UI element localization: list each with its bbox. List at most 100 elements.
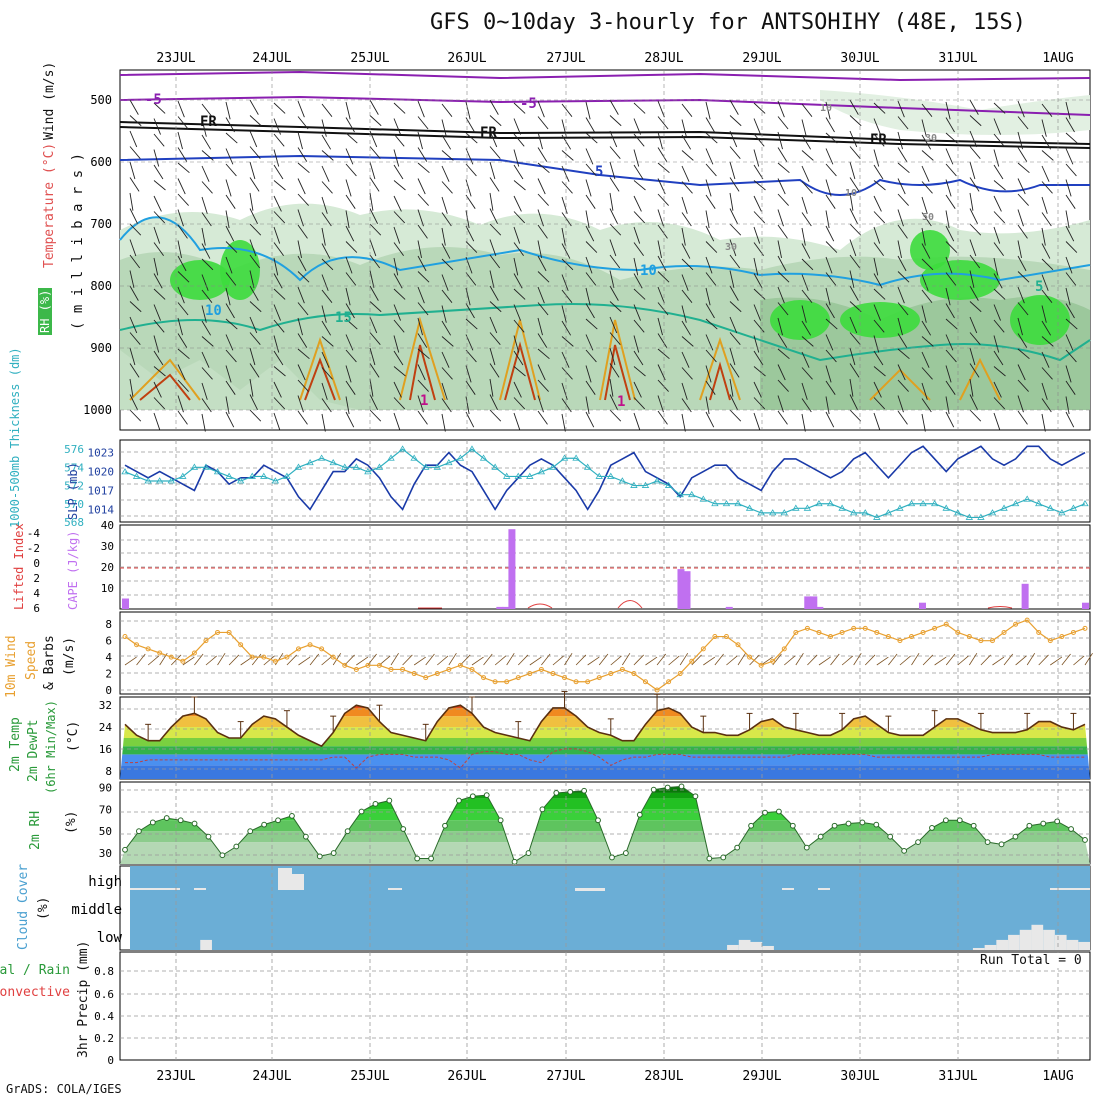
wind-barb — [321, 305, 327, 323]
wind10-barb — [471, 656, 484, 666]
rh-point — [873, 821, 880, 828]
wind-barb — [321, 212, 332, 227]
wind-barb — [633, 381, 642, 398]
wind10-barb — [251, 653, 262, 666]
wind-barb — [585, 396, 590, 415]
bottom-date-axis: 23JUL 24JUL 25JUL 26JUL 27JUL 28JUL 29JUL 30JUL… — [156, 1069, 1073, 1084]
rh-point — [1012, 833, 1019, 840]
wind10-point — [400, 666, 406, 672]
wind10-point — [272, 658, 278, 664]
pressure-tick-label: 500 — [90, 93, 112, 107]
wind-barb — [1041, 398, 1052, 413]
wind-barb — [345, 349, 357, 363]
precip-tick-label: 0 — [107, 1054, 114, 1067]
wind-barb — [993, 335, 1000, 353]
wind10-point — [804, 625, 810, 631]
label-wind10-b: Speed — [24, 640, 39, 680]
wind10-barb — [379, 655, 391, 666]
wind-barb — [681, 320, 692, 336]
thickness-point — [1000, 504, 1008, 511]
wind-barb — [705, 287, 711, 306]
wind-barb — [897, 147, 908, 162]
wind-barb — [273, 319, 285, 333]
wind-barb — [369, 409, 382, 422]
wind10-barb — [136, 653, 146, 666]
date-label: 28JUL — [644, 1069, 683, 1084]
wind-barb — [825, 132, 838, 144]
wind-barb — [609, 394, 618, 411]
wind10-barb — [564, 653, 573, 666]
wind-barb — [513, 133, 525, 147]
thickness-point — [317, 454, 326, 461]
date-label: 27JUL — [546, 1069, 585, 1084]
wind-barb — [969, 409, 982, 422]
temperature-contour — [119, 95, 1091, 116]
wind-barb — [729, 332, 741, 345]
wind-barb — [561, 336, 574, 347]
wind-barb — [345, 380, 356, 395]
wind-barb — [873, 133, 885, 147]
wind10-point — [781, 646, 787, 652]
wind-barb — [297, 240, 302, 259]
wind-barb — [129, 161, 136, 180]
rh-band — [120, 842, 1090, 864]
wind10-point — [816, 629, 822, 635]
low-cloud — [984, 944, 997, 950]
wind-barb — [777, 240, 782, 259]
rh-point — [358, 808, 365, 815]
wind-barb — [129, 146, 141, 159]
wind10-point — [747, 654, 753, 660]
wind10-point — [330, 654, 336, 660]
wind10-point — [515, 675, 521, 681]
wind-barb — [513, 412, 521, 430]
date-label: 30JUL — [840, 1069, 879, 1084]
wind-barb — [1017, 410, 1028, 425]
wind-barb — [1017, 209, 1024, 227]
wind-barb — [465, 272, 477, 286]
temp-band — [120, 746, 1090, 755]
wind-barb — [297, 333, 308, 348]
wind10-barb — [483, 653, 493, 666]
wind-barb — [153, 366, 166, 377]
wind-barb — [753, 257, 759, 276]
wind-barb — [177, 379, 189, 392]
thickness-point — [549, 463, 557, 470]
wind-barb — [585, 225, 595, 242]
wind-barb — [393, 335, 400, 353]
wind-barb — [993, 397, 1006, 410]
wind-barb — [465, 365, 472, 383]
wind10-barb — [633, 654, 644, 666]
wind10-point — [989, 638, 995, 644]
date-label: 23JUL — [156, 51, 195, 66]
wind-barb — [177, 224, 188, 239]
wind-barb — [393, 350, 404, 366]
thickness-point — [607, 472, 615, 479]
wind-barb — [945, 411, 955, 428]
cape-tick-label: 10 — [101, 582, 114, 595]
wind-barb — [1017, 147, 1028, 162]
wind-barb — [489, 347, 496, 366]
wind-barb — [609, 378, 614, 397]
wind-barb — [585, 163, 597, 177]
wind-barb — [609, 161, 616, 180]
wind-barb — [945, 163, 957, 177]
wind-barb — [249, 192, 254, 211]
rh-point — [678, 783, 685, 790]
wind-barb — [489, 99, 499, 115]
wind-barb — [729, 208, 738, 225]
wind-barb — [489, 130, 498, 148]
thickness-point — [699, 495, 708, 502]
label-wind10-c: & Barbs — [42, 635, 57, 690]
wind10-barb — [425, 653, 435, 666]
contour-label: 30 — [925, 133, 937, 144]
wind-barb — [369, 316, 378, 334]
wind-barb — [441, 367, 453, 380]
thickness-point — [618, 477, 627, 484]
wind-barb — [393, 195, 402, 212]
wind-barb — [321, 196, 328, 214]
thickness-point — [491, 463, 499, 470]
wind-barb — [705, 349, 717, 363]
rh-point — [636, 811, 643, 818]
rh-point — [177, 817, 184, 824]
wind-barb — [825, 334, 834, 351]
